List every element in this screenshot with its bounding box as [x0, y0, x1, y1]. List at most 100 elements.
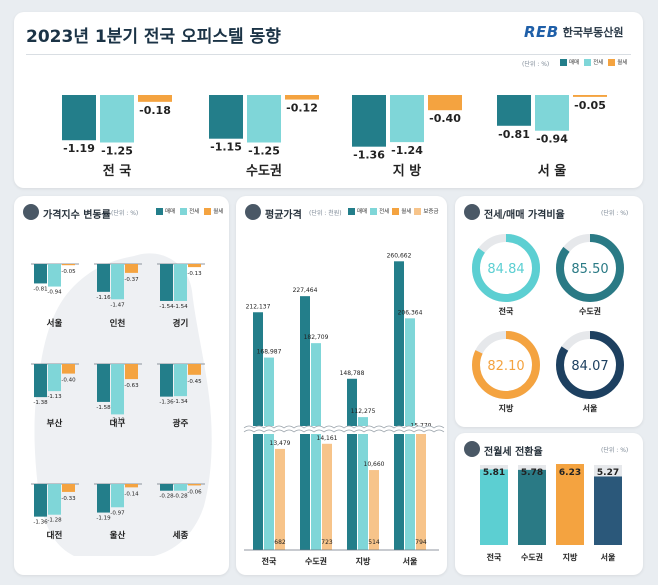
data-label: -1.34 — [173, 399, 188, 405]
bar-월세-대전 — [62, 484, 75, 492]
summary-legend: 매매 전세 월세 — [560, 58, 627, 66]
donut-label: 전국 — [499, 306, 514, 316]
bar-매매-서울 — [34, 264, 47, 284]
legend-item-wolse: 월세 — [392, 207, 411, 215]
avg-price-unit: (단위 : 천원) — [309, 210, 342, 217]
donut-slice-1 — [556, 234, 624, 302]
data-label: 514 — [368, 539, 380, 546]
data-label: 794 — [415, 539, 427, 546]
regional-legend: 매매 전세 월세 — [156, 207, 223, 215]
bar-매매-3 — [394, 261, 404, 550]
bar-월세-울산 — [125, 484, 138, 488]
data-label: -1.24 — [391, 144, 423, 157]
bar-전세-3 — [535, 95, 569, 131]
legend-item-deposit: 보증금 — [414, 207, 439, 215]
ratio-card: 전세/매매 가격비율 (단위 : %) 84.84 전국 85.50 수도권 82.10… — [455, 196, 643, 427]
donut-value: 84.07 — [571, 359, 608, 374]
bar-2 — [556, 464, 584, 545]
region-label: 대구 — [110, 418, 126, 429]
data-label: -0.05 — [574, 99, 606, 112]
region-label: 울산 — [110, 530, 126, 541]
donut-slice-0 — [472, 234, 540, 302]
donut-label: 지방 — [499, 403, 514, 413]
data-label: 182,709 — [304, 334, 329, 341]
bar-매매-울산 — [97, 484, 110, 513]
bar-전세-세종 — [174, 484, 187, 491]
data-label: -0.40 — [429, 112, 461, 125]
legend-item-sale: 매매 — [348, 207, 367, 215]
category-label: 서울 — [403, 556, 418, 566]
bar-월세-서울 — [62, 264, 75, 266]
category-label: 서 울 — [538, 163, 566, 179]
region-label: 서울 — [47, 318, 63, 329]
chart-icon — [464, 204, 480, 220]
avg-price-card: 평균가격 (단위 : 천원) 매매 전세 월세 보증금 212,137 168,9… — [236, 196, 447, 575]
data-label: 112,275 — [351, 408, 376, 415]
region-label: 인천 — [110, 318, 126, 329]
bar-전세-2 — [358, 417, 368, 550]
bar-월세-부산 — [62, 364, 75, 374]
bar-월세-인천 — [125, 264, 138, 273]
summary-card: 2023년 1분기 전국 오피스텔 동향 REB 한국부동산원 (단위 : %)… — [14, 12, 643, 188]
category-label: 서울 — [601, 552, 616, 562]
region-label: 세종 — [173, 530, 189, 541]
bar-3 — [594, 476, 622, 545]
bar-deposit-1 — [322, 443, 332, 550]
donut-label: 서울 — [583, 403, 598, 413]
data-label: 723 — [321, 539, 333, 546]
bar-월세-1 — [285, 95, 319, 100]
bar-1 — [518, 469, 546, 545]
bar-월세-세종 — [188, 484, 201, 486]
data-label: -0.18 — [139, 104, 171, 117]
data-label: -2.10 — [110, 417, 125, 423]
bar-매매-대전 — [34, 484, 47, 517]
logo-mark: REB — [524, 23, 559, 41]
bar-deposit-3 — [416, 431, 426, 550]
bar-전세-2 — [390, 95, 424, 143]
data-label: -1.13 — [47, 394, 62, 400]
bar-월세-대구 — [125, 364, 138, 380]
org-name: 한국부동산원 — [562, 26, 624, 39]
bar-매매-0 — [62, 95, 96, 141]
category-label: 전국 — [487, 552, 502, 562]
data-label: -1.16 — [96, 295, 111, 301]
bar-전세-1 — [311, 343, 321, 550]
bar-매매-3 — [497, 95, 531, 126]
regional-unit: (단위 : %) — [111, 210, 139, 217]
bar-매매-2 — [347, 378, 357, 550]
bar-매매-1 — [300, 296, 310, 550]
bar-0 — [480, 469, 508, 545]
data-label: 168,987 — [257, 349, 282, 356]
category-label: 전국 — [262, 556, 277, 566]
bar-매매-부산 — [34, 364, 47, 398]
data-label: 5.81 — [483, 468, 505, 478]
data-label: -1.28 — [47, 518, 62, 524]
data-label: -0.97 — [110, 510, 125, 516]
data-label: -0.81 — [33, 286, 47, 292]
bar-매매-2 — [352, 95, 386, 147]
data-label: 6.23 — [559, 468, 581, 478]
bar-매매-인천 — [97, 264, 110, 292]
bar-전세-울산 — [111, 484, 124, 508]
data-label: -1.47 — [110, 302, 125, 308]
chart-icon — [23, 204, 39, 220]
donut-value: 84.84 — [487, 262, 524, 277]
bar-월세-2 — [428, 95, 462, 111]
donut-slice-2 — [472, 331, 540, 399]
data-label: 13,479 — [270, 440, 291, 447]
bar-전세-부산 — [48, 364, 61, 392]
bar-전세-대구 — [111, 364, 124, 415]
data-label: -0.81 — [498, 128, 530, 141]
legend-item-jeonse: 전세 — [584, 58, 603, 66]
logo: REB 한국부동산원 — [524, 23, 623, 41]
conversion-unit: (단위 : %) — [601, 447, 629, 454]
data-label: 5.27 — [597, 468, 619, 478]
data-label: -0.45 — [187, 379, 202, 385]
region-label: 광주 — [173, 418, 189, 429]
data-label: -0.63 — [124, 383, 139, 389]
summary-unit: (단위 : %) — [522, 61, 550, 68]
category-label: 수도권 — [305, 556, 327, 566]
axis-break-line — [243, 429, 445, 433]
data-label: -0.94 — [536, 133, 568, 146]
ratio-chart: 84.84 전국 85.50 수도권 82.10 지방 84.07 서울 — [472, 234, 624, 413]
